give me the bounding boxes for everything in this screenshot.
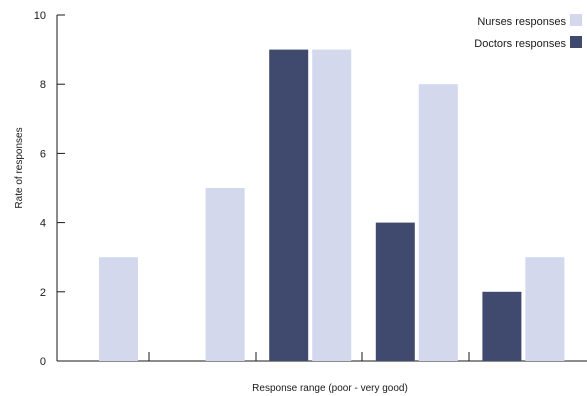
bar-doctors-responses xyxy=(269,49,309,361)
x-ticks xyxy=(148,352,470,361)
legend-label: Nurses responses xyxy=(477,16,566,28)
bar-doctors-responses xyxy=(482,291,522,361)
bar-nurses-responses xyxy=(312,49,352,361)
legend-swatch xyxy=(570,36,582,48)
legend-label: Doctors responses xyxy=(474,38,566,50)
y-tick-label: 6 xyxy=(40,148,46,160)
y-axis-title: Rate of responses xyxy=(14,127,25,208)
y-tick-label: 8 xyxy=(40,79,46,91)
y-ticks: 0 2 4 6 8 10 xyxy=(34,10,65,368)
y-axis: 0 2 4 6 8 10 xyxy=(34,10,65,368)
bar-nurses-responses xyxy=(99,257,138,361)
bar-nurses-responses xyxy=(205,188,245,361)
y-tick-label: 0 xyxy=(40,356,46,368)
bar-nurses-responses xyxy=(418,84,458,361)
legend: Nurses responses Doctors responses xyxy=(474,14,582,50)
bar-nurses-responses xyxy=(525,257,565,361)
y-tick-label: 2 xyxy=(40,287,46,299)
bars xyxy=(99,49,565,361)
x-axis-title: Response range (poor - very good) xyxy=(252,383,408,394)
bar-doctors-responses xyxy=(375,222,415,361)
y-tick-label: 4 xyxy=(40,218,46,230)
y-tick-label: 10 xyxy=(34,10,46,22)
legend-swatch xyxy=(570,14,582,26)
